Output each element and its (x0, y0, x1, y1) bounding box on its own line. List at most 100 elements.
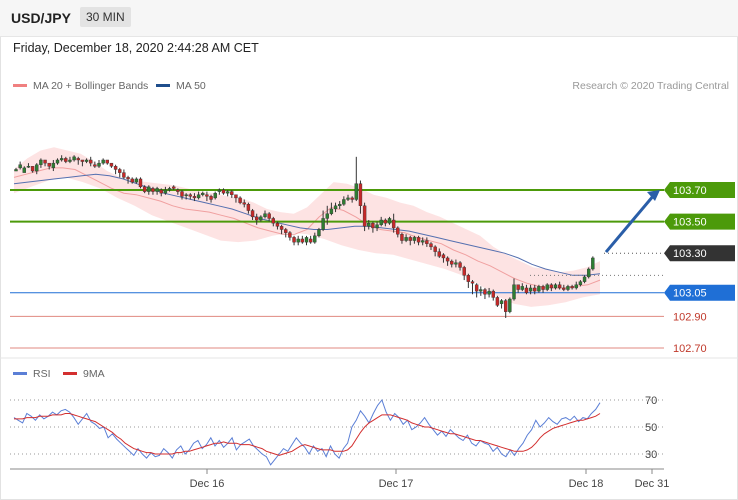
legend-9ma-label: 9MA (83, 368, 105, 380)
candle (462, 265, 466, 281)
candle (84, 158, 89, 164)
candle (159, 188, 163, 197)
candle (437, 248, 441, 258)
candle-body (396, 227, 400, 235)
candle (450, 259, 454, 268)
candle-body (358, 183, 363, 206)
candle (259, 215, 263, 222)
candle-body (47, 162, 51, 167)
candle-body (163, 189, 168, 194)
candle-body (479, 289, 483, 292)
candle (350, 196, 354, 203)
candle-body (80, 159, 85, 162)
candle (14, 167, 18, 172)
candle-body (325, 213, 329, 219)
candle (458, 261, 462, 271)
candle (313, 232, 317, 244)
candle (105, 159, 110, 165)
legend-bb-swatch (13, 83, 27, 87)
candle-body (59, 158, 64, 161)
candle-body (466, 275, 471, 282)
candle (362, 202, 367, 232)
candle (487, 287, 491, 298)
candle-body (445, 257, 450, 262)
projection-arrow-head (647, 190, 660, 201)
candle (47, 162, 51, 170)
candle (499, 299, 504, 309)
candle (566, 284, 570, 292)
candle (142, 185, 147, 194)
candle-body (379, 219, 383, 225)
candle (454, 259, 458, 268)
candle-body (508, 298, 512, 312)
candle (396, 226, 400, 238)
candle-body (391, 219, 396, 229)
candle (180, 190, 184, 200)
candle (346, 194, 350, 202)
candle (101, 158, 105, 165)
candle-body (259, 216, 263, 221)
candle (404, 234, 408, 243)
candle-body (242, 202, 246, 205)
candle (18, 161, 22, 170)
candle (342, 196, 346, 206)
candle-body (495, 297, 500, 306)
candle (109, 162, 114, 168)
candle-body (221, 189, 226, 194)
candle (288, 231, 292, 241)
candle (516, 284, 520, 293)
candle-body (570, 286, 574, 289)
candle (582, 275, 587, 284)
candle-body (383, 219, 388, 224)
candle (321, 210, 325, 232)
candle-body (176, 189, 180, 192)
candle (433, 245, 437, 257)
timeframe-button[interactable]: 30 MIN (80, 7, 131, 27)
candle-body (18, 164, 22, 169)
candle-body (138, 178, 143, 188)
candle (242, 199, 246, 208)
candle (292, 235, 296, 246)
candle (35, 163, 39, 175)
candle-body (130, 178, 134, 183)
legend-9ma-swatch (63, 371, 77, 375)
candle-body (304, 237, 309, 243)
candle (304, 235, 309, 246)
candle-body (487, 290, 491, 295)
candle (205, 191, 209, 202)
candle (171, 185, 176, 190)
candle (483, 287, 487, 300)
candle-body (35, 164, 39, 172)
candle-body (591, 257, 595, 270)
candle-body (271, 218, 275, 224)
candle (445, 256, 450, 266)
candle-body (454, 262, 458, 265)
legend-bb-label: MA 20 + Bollinger Bands (33, 80, 149, 92)
credit-text: Research © 2020 Trading Central (572, 80, 729, 92)
candle-body (105, 159, 110, 164)
level-tag-103-70 (664, 182, 735, 198)
rsi-line (13, 398, 601, 466)
candle-body (26, 166, 31, 168)
candle-body (64, 158, 68, 162)
candle-body (109, 162, 114, 167)
candle (30, 166, 35, 173)
candle (553, 283, 558, 290)
candle (570, 284, 574, 290)
candle (375, 221, 379, 232)
level-label-103-70: 103.70 (673, 185, 707, 197)
candle (130, 177, 134, 184)
candle-body (553, 284, 558, 289)
candle (51, 159, 56, 172)
candle-body (491, 290, 495, 298)
candle-body (217, 189, 222, 192)
candle (549, 283, 554, 292)
legend-rsi: RSI (13, 368, 51, 380)
candle (429, 242, 433, 251)
candle (88, 156, 93, 167)
candle (466, 273, 471, 288)
candle-body (425, 240, 429, 244)
candle (329, 202, 334, 216)
candle-body (234, 194, 238, 199)
candle-body (458, 262, 462, 268)
